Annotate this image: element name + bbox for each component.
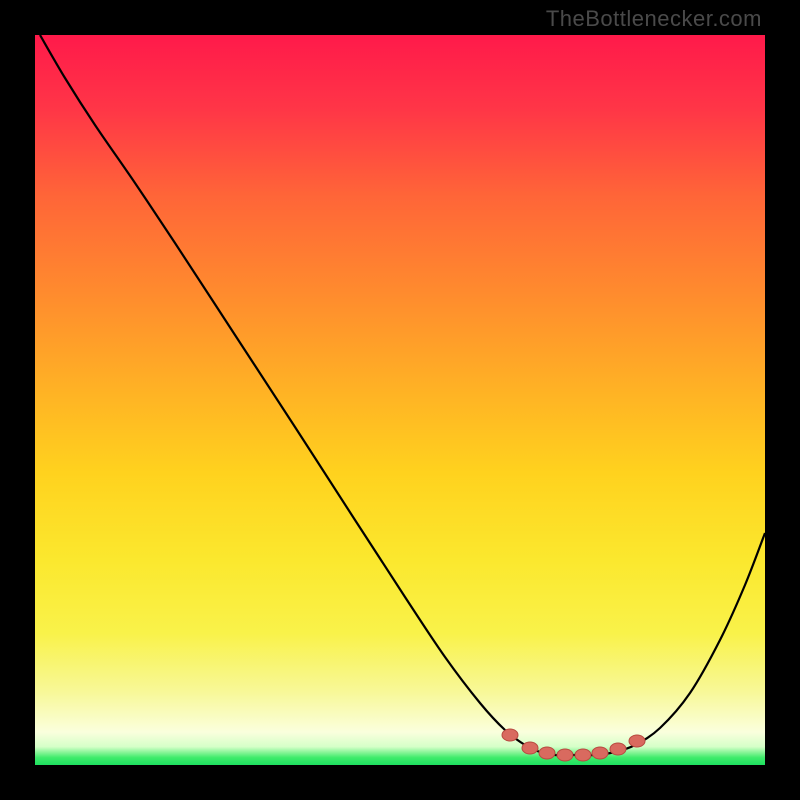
curve-marker <box>557 749 573 761</box>
watermark-text: TheBottlenecker.com <box>546 6 762 32</box>
curve-marker <box>539 747 555 759</box>
bottleneck-curve <box>40 35 765 755</box>
curve-marker <box>522 742 538 754</box>
curve-marker <box>592 747 608 759</box>
curve-markers <box>502 729 645 761</box>
curve-marker <box>629 735 645 747</box>
chart-container: TheBottlenecker.com <box>0 0 800 800</box>
curve-marker <box>610 743 626 755</box>
curve-layer <box>35 35 765 765</box>
curve-marker <box>575 749 591 761</box>
curve-marker <box>502 729 518 741</box>
plot-area <box>35 35 765 765</box>
